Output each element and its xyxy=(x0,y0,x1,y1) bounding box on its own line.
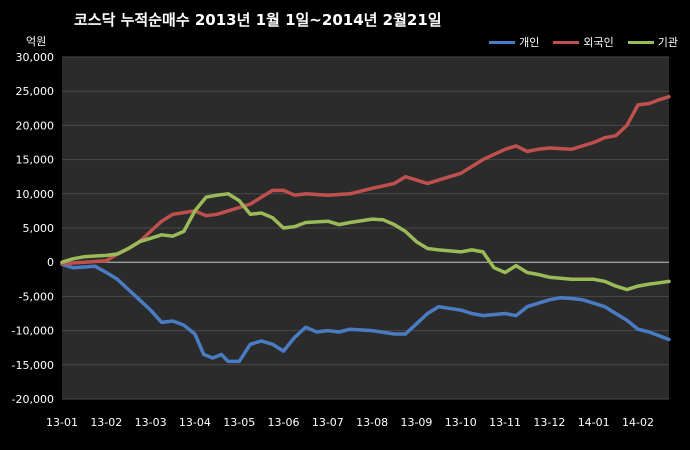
x-tick-label: 13-07 xyxy=(312,416,344,429)
legend-swatch-individual xyxy=(489,40,516,44)
x-tick-label: 13-05 xyxy=(223,416,255,429)
series-line-individual xyxy=(60,262,671,364)
legend: 개인 외국인 기관 xyxy=(489,34,678,50)
y-tick-label: 10,000 xyxy=(16,188,55,201)
legend-label-individual: 개인 xyxy=(519,36,540,49)
y-tick-label: 25,000 xyxy=(16,85,55,98)
x-tick-label: 13-01 xyxy=(46,416,78,429)
chart-title: 코스닥 누적순매수 2013년 1월 1일~2014년 2월21일 xyxy=(74,11,442,29)
y-axis-unit-label: 억원 xyxy=(26,35,47,48)
series-line-foreign xyxy=(60,94,671,266)
x-tick-label: 14-01 xyxy=(578,416,610,429)
y-tick-label: -10,000 xyxy=(12,325,54,338)
x-tick-label: 14-02 xyxy=(622,416,654,429)
x-tick-label: 13-04 xyxy=(179,416,211,429)
x-tick-label: 13-02 xyxy=(90,416,122,429)
series-line-institution xyxy=(60,192,671,292)
x-tick-label: 13-08 xyxy=(356,416,388,429)
x-tick-label: 13-10 xyxy=(445,416,477,429)
y-tick-label: -5,000 xyxy=(19,290,54,303)
x-tick-label: 13-11 xyxy=(489,416,521,429)
x-tick-label: 13-12 xyxy=(533,416,565,429)
legend-entry-institution: 기관 xyxy=(627,34,678,50)
x-tick-label: 13-06 xyxy=(268,416,300,429)
legend-swatch-institution xyxy=(627,40,654,44)
legend-entry-foreign: 외국인 xyxy=(553,34,614,50)
x-tick-label: 13-03 xyxy=(135,416,167,429)
x-tick-label: 13-09 xyxy=(400,416,432,429)
legend-label-foreign: 외국인 xyxy=(583,36,614,49)
legend-swatch-foreign xyxy=(553,40,580,44)
y-tick-label: 15,000 xyxy=(16,154,55,167)
legend-entry-individual: 개인 xyxy=(489,34,539,50)
y-tick-label: 0 xyxy=(47,256,54,269)
y-tick-label: -15,000 xyxy=(12,359,54,372)
y-tick-label: 20,000 xyxy=(16,119,55,132)
y-tick-label: 5,000 xyxy=(23,222,55,235)
y-tick-label: 30,000 xyxy=(16,51,55,64)
legend-label-institution: 기관 xyxy=(657,36,678,49)
y-tick-label: -20,000 xyxy=(12,393,54,406)
